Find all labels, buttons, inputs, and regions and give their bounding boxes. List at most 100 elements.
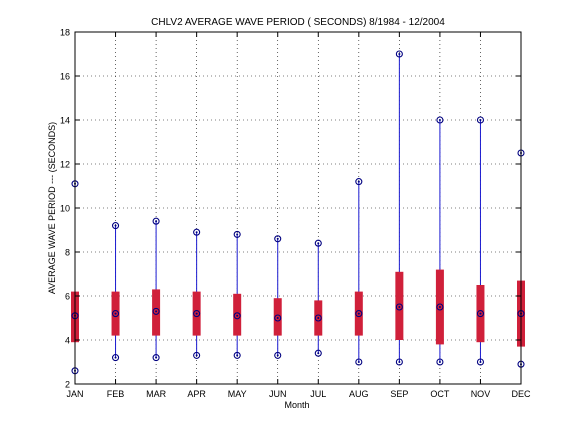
y-tick-label: 16 xyxy=(60,72,70,82)
box-sep xyxy=(395,50,404,366)
max-marker xyxy=(436,116,444,124)
y-tick-label: 14 xyxy=(60,116,70,126)
chart-title: CHLV2 AVERAGE WAVE PERIOD ( SECONDS) 8/1… xyxy=(151,17,445,28)
max-marker xyxy=(233,230,241,238)
max-marker xyxy=(476,116,485,124)
y-axis-label: AVERAGE WAVE PERIOD --- (SECONDS) xyxy=(47,122,57,294)
min-marker xyxy=(355,358,363,366)
median-marker xyxy=(314,314,322,322)
box-apr xyxy=(192,228,201,359)
min-marker-dot xyxy=(155,356,158,359)
median-marker xyxy=(193,310,201,318)
iqr-box xyxy=(233,293,242,336)
max-marker-dot xyxy=(155,220,158,223)
min-marker-dot xyxy=(357,361,360,363)
x-tick-label: OCT xyxy=(430,389,450,399)
median-marker-dot xyxy=(479,312,482,315)
box-jul xyxy=(314,239,323,357)
min-marker-dot xyxy=(438,361,441,363)
max-marker xyxy=(152,217,160,225)
box-oct xyxy=(435,116,444,366)
box-layer xyxy=(71,50,525,375)
max-marker xyxy=(111,222,120,230)
min-marker xyxy=(233,351,241,359)
max-marker xyxy=(193,228,201,236)
iqr-box xyxy=(152,289,161,336)
median-marker-dot xyxy=(438,306,441,308)
min-marker-dot xyxy=(479,361,482,363)
y-tick-label: 10 xyxy=(60,204,70,214)
median-marker xyxy=(436,303,444,311)
box-nov xyxy=(476,116,485,366)
min-marker xyxy=(395,358,403,366)
max-marker-dot xyxy=(236,233,239,236)
min-marker xyxy=(193,351,201,359)
min-marker-dot xyxy=(195,354,198,357)
max-marker-dot xyxy=(276,237,279,240)
y-tick-label: 6 xyxy=(65,292,70,302)
y-tick-label: 18 xyxy=(60,28,70,38)
x-tick-label: MAR xyxy=(146,389,167,399)
median-marker-dot xyxy=(398,306,401,308)
max-marker-dot xyxy=(317,242,320,245)
y-tick-label: 12 xyxy=(60,160,70,170)
box-aug xyxy=(354,178,363,366)
plot-frame xyxy=(74,31,522,385)
x-tick-label: JUL xyxy=(310,389,326,399)
y-tick-label: 2 xyxy=(65,380,70,390)
box-mar xyxy=(152,217,161,362)
x-tick-label: DEC xyxy=(511,389,531,399)
median-marker xyxy=(476,310,485,318)
x-tick-label: JUN xyxy=(269,389,287,399)
min-marker-dot xyxy=(276,354,279,357)
x-tick-label: FEB xyxy=(107,389,125,399)
max-marker xyxy=(395,50,403,58)
median-marker-dot xyxy=(195,312,198,315)
min-marker xyxy=(314,349,322,357)
box-jun xyxy=(273,235,282,359)
max-marker-dot xyxy=(479,119,482,121)
median-marker-dot xyxy=(276,317,279,319)
min-marker xyxy=(436,358,444,366)
y-tick-label: 4 xyxy=(65,336,70,346)
median-marker-dot xyxy=(236,314,239,317)
median-marker xyxy=(233,312,241,320)
max-marker xyxy=(314,239,322,247)
median-marker-dot xyxy=(114,312,117,315)
x-tick-label: AUG xyxy=(349,389,369,399)
grid-layer xyxy=(75,32,521,384)
median-marker xyxy=(111,310,120,318)
iqr-box xyxy=(395,271,404,340)
median-marker-dot xyxy=(155,310,158,313)
x-tick-label: JAN xyxy=(66,389,83,399)
x-axis-label: Month xyxy=(284,400,309,410)
max-marker-dot xyxy=(114,224,117,227)
max-marker-dot xyxy=(357,180,360,183)
min-marker-dot xyxy=(317,352,320,355)
median-marker xyxy=(395,303,403,311)
x-tick-label: SEP xyxy=(390,389,408,399)
median-marker-dot xyxy=(317,317,320,319)
max-marker-dot xyxy=(438,119,441,121)
median-marker xyxy=(355,310,363,318)
min-marker xyxy=(152,354,160,362)
min-marker xyxy=(274,351,282,359)
median-marker-dot xyxy=(357,312,360,315)
y-tick-label: 8 xyxy=(65,248,70,258)
box-feb xyxy=(111,222,120,362)
max-marker xyxy=(355,178,363,186)
tick-layer: 2 4 6 8 10 12 14 16 18 JAN FEB MAR APR MAY JUN JUL AUG SE… xyxy=(60,28,531,400)
iqr-box xyxy=(273,298,282,336)
median-marker xyxy=(274,314,282,322)
min-marker-dot xyxy=(398,361,401,363)
min-marker-dot xyxy=(114,356,117,359)
x-tick-label: APR xyxy=(187,389,206,399)
x-tick-label: MAY xyxy=(228,389,247,399)
median-marker xyxy=(152,307,160,315)
min-marker-dot xyxy=(236,354,239,357)
box-may xyxy=(233,230,242,359)
max-marker xyxy=(274,235,282,243)
min-marker xyxy=(111,354,120,362)
x-tick-label: NOV xyxy=(471,389,491,399)
